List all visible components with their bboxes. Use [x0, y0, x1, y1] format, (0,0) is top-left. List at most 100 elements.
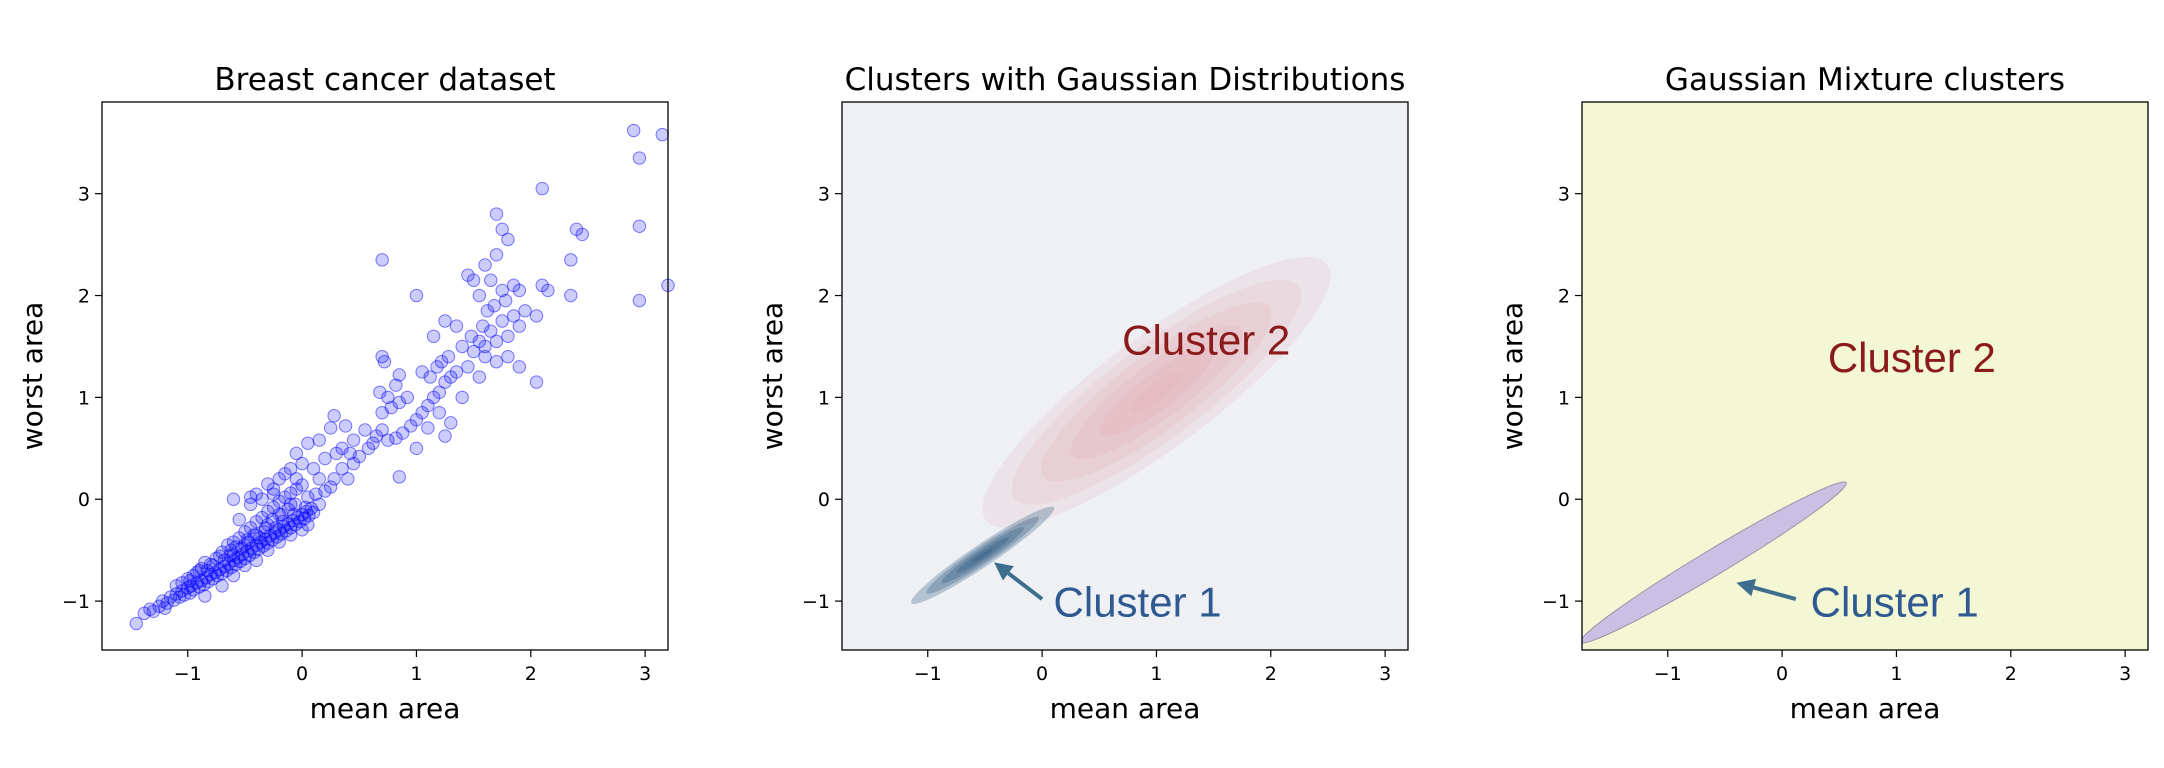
scatter-point [529, 375, 544, 389]
scatter-point [318, 451, 332, 466]
cluster-1-label: Cluster 1 [1811, 578, 1979, 625]
scatter-point [272, 507, 286, 522]
scatter-point [564, 288, 578, 303]
x-tick-label: −1 [1654, 663, 1682, 685]
scatter-point [484, 324, 498, 338]
y-tick-label: 0 [818, 489, 830, 511]
scatter-point [301, 518, 315, 532]
scatter-point [275, 514, 290, 529]
scatter-point [272, 535, 286, 549]
scatter-point [389, 431, 403, 445]
plot-frame [101, 101, 669, 651]
y-tick-label: −1 [802, 591, 830, 613]
scatter-point [215, 579, 229, 593]
scatter-point [512, 319, 527, 333]
scatter-point [129, 616, 144, 631]
x-axis-label: mean area [1050, 692, 1201, 725]
scatter-point [361, 441, 376, 456]
scatter-point [301, 436, 315, 450]
scatter-point [335, 461, 349, 476]
x-tick-label: 1 [410, 663, 422, 685]
y-tick-label: −1 [1542, 591, 1570, 613]
scatter-point [298, 500, 313, 515]
contour-level [956, 537, 1009, 574]
x-tick-label: 3 [2119, 663, 2131, 685]
contour-level [911, 506, 1055, 604]
x-tick-label: −1 [914, 663, 942, 685]
x-tick-label: 3 [1379, 663, 1391, 685]
scatter-point [632, 151, 647, 165]
scatter-point [226, 492, 241, 506]
scatter-point [438, 314, 452, 328]
scatter-point [335, 441, 349, 456]
scatter-point [518, 304, 532, 318]
scatter-point [323, 421, 338, 435]
scatter-point [243, 490, 258, 504]
cluster-1-arrow [1753, 585, 1797, 601]
scatter-point [449, 365, 464, 379]
scatter-point [506, 309, 521, 323]
scatter-point [373, 385, 387, 399]
scatter-point [489, 334, 504, 349]
scatter-point [423, 370, 437, 384]
scatter-point [206, 558, 220, 573]
x-tick-label: 0 [1776, 663, 1788, 685]
contour-level [971, 547, 994, 563]
scatter-point [489, 355, 504, 369]
x-axis-label: mean area [310, 692, 461, 725]
scatter-point [455, 390, 469, 405]
plot-area [102, 102, 668, 650]
scatter-point [461, 360, 475, 374]
scatter-point [529, 309, 544, 323]
scatter-point [198, 589, 212, 603]
scatter-point [476, 319, 490, 333]
scatter-point [472, 370, 487, 384]
scatter-point [464, 329, 479, 343]
scatter-point [438, 429, 452, 443]
y-tick-label: 0 [78, 489, 90, 511]
scatter-point [441, 349, 456, 364]
scatter-point [249, 553, 264, 568]
scatter-point [295, 456, 309, 471]
scatter-point [501, 329, 515, 343]
scatter-point [160, 596, 174, 610]
scatter-point [392, 368, 406, 382]
scatter-point [392, 470, 406, 484]
chart-title: Gaussian Mixture clusters [1665, 62, 2065, 98]
scatter-point [261, 543, 275, 557]
scatter-point [283, 497, 298, 512]
y-tick-label: 2 [1558, 286, 1570, 308]
scatter-point [352, 449, 366, 464]
scatter-point [501, 349, 515, 364]
scatter-point [312, 497, 326, 512]
y-tick-label: 3 [1558, 184, 1570, 206]
scatter-point [283, 461, 298, 476]
plot-frame [1581, 101, 2149, 651]
scatter-point [434, 355, 449, 369]
scatter-point [512, 360, 527, 374]
y-tick-label: 2 [78, 286, 90, 308]
scatter-point [535, 278, 549, 293]
scatter-point [535, 181, 549, 196]
x-tick-label: 1 [1150, 663, 1162, 685]
contour-level [1129, 371, 1184, 414]
scatter-point [266, 487, 281, 501]
scatter-point [444, 416, 458, 430]
cluster-1-label: Cluster 1 [1054, 578, 1222, 625]
scatter-point [257, 525, 272, 539]
scatter-point [487, 299, 501, 313]
scatter-point [375, 253, 389, 267]
scatter-point [392, 395, 406, 410]
scatter-point [283, 528, 298, 542]
scatter-point [301, 490, 315, 504]
plot-area [842, 102, 1408, 650]
scatter-point [632, 293, 647, 308]
scatter-point [323, 480, 338, 494]
contour-level [941, 527, 1024, 584]
y-tick-label: 1 [1558, 387, 1570, 409]
scatter-point [409, 441, 424, 456]
scatter-point [466, 344, 481, 359]
scatter-point [327, 409, 341, 423]
x-tick-label: 2 [1265, 663, 1277, 685]
cluster-1-arrowhead [1736, 578, 1757, 597]
